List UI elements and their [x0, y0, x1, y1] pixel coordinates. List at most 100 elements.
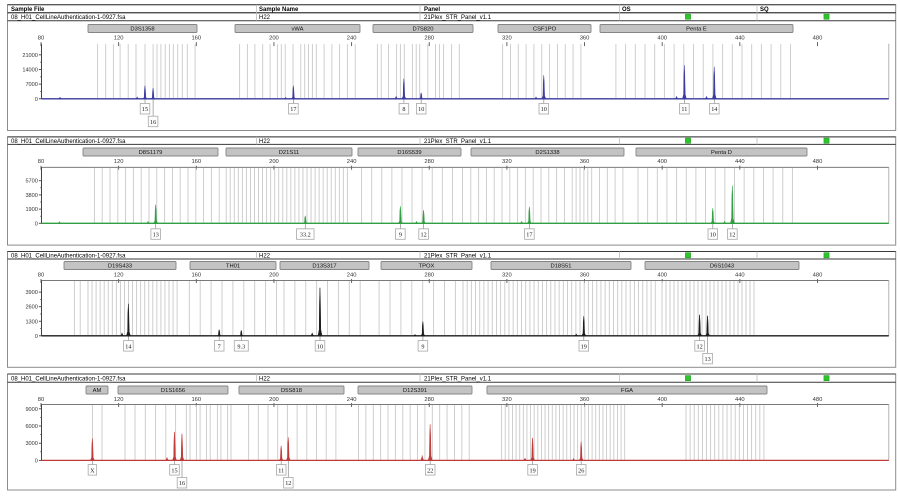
svg-text:Penta D: Penta D	[711, 150, 732, 156]
svg-text:21Plex_STR_Panel_v1.1: 21Plex_STR_Panel_v1.1	[424, 15, 492, 21]
svg-text:3900: 3900	[25, 290, 37, 296]
svg-text:3000: 3000	[25, 441, 37, 447]
svg-text:120: 120	[114, 159, 124, 165]
svg-text:400: 400	[657, 397, 667, 403]
svg-text:21000: 21000	[22, 53, 38, 59]
svg-text:120: 120	[114, 35, 124, 41]
svg-text:120: 120	[114, 273, 124, 279]
svg-text:240: 240	[347, 35, 357, 41]
svg-text:360: 360	[580, 273, 590, 279]
svg-text:240: 240	[347, 397, 357, 403]
svg-text:440: 440	[735, 35, 745, 41]
svg-text:10: 10	[317, 343, 323, 350]
svg-text:480: 480	[813, 397, 823, 403]
svg-text:9.3: 9.3	[237, 343, 245, 350]
svg-text:1300: 1300	[25, 319, 37, 325]
svg-text:15: 15	[171, 467, 177, 474]
svg-text:360: 360	[580, 159, 590, 165]
svg-text:360: 360	[580, 35, 590, 41]
svg-text:480: 480	[813, 273, 823, 279]
svg-text:0: 0	[35, 334, 38, 340]
svg-text:D21S11: D21S11	[279, 150, 300, 156]
svg-text:19: 19	[530, 467, 536, 474]
svg-text:280: 280	[424, 35, 434, 41]
svg-text:D16S539: D16S539	[397, 150, 421, 156]
svg-text:11: 11	[278, 467, 284, 474]
svg-text:7000: 7000	[25, 82, 37, 88]
svg-text:H22: H22	[259, 15, 271, 21]
svg-text:320: 320	[502, 397, 512, 403]
svg-text:2600: 2600	[25, 305, 37, 311]
svg-text:TPOX: TPOX	[419, 264, 435, 270]
svg-text:160: 160	[191, 273, 201, 279]
svg-text:H22: H22	[259, 253, 271, 259]
svg-text:0: 0	[35, 458, 38, 464]
svg-text:160: 160	[191, 159, 201, 165]
svg-text:17: 17	[290, 106, 296, 113]
svg-text:280: 280	[424, 273, 434, 279]
svg-text:16: 16	[179, 480, 185, 487]
svg-text:1900: 1900	[25, 207, 37, 213]
svg-text:D7S820: D7S820	[413, 27, 434, 33]
svg-text:10: 10	[418, 106, 424, 113]
svg-text:13: 13	[705, 356, 711, 363]
svg-text:X: X	[90, 467, 95, 474]
svg-text:8: 8	[402, 106, 405, 113]
svg-text:160: 160	[191, 35, 201, 41]
svg-text:12: 12	[729, 232, 735, 239]
svg-text:0: 0	[35, 97, 38, 103]
svg-text:440: 440	[735, 273, 745, 279]
svg-text:OS: OS	[622, 7, 631, 13]
svg-text:11: 11	[681, 106, 687, 113]
svg-text:D5S818: D5S818	[281, 388, 302, 394]
svg-text:CSF1PO: CSF1PO	[533, 27, 557, 33]
svg-text:10: 10	[541, 106, 547, 113]
svg-text:33.2: 33.2	[300, 232, 311, 239]
svg-text:16: 16	[150, 119, 156, 126]
svg-text:08_H01_CellLineAuthentication-: 08_H01_CellLineAuthentication-1-0927.fsa	[11, 139, 126, 145]
svg-text:320: 320	[502, 35, 512, 41]
svg-text:19: 19	[581, 343, 587, 350]
svg-text:H22: H22	[259, 139, 271, 145]
svg-text:320: 320	[502, 273, 512, 279]
svg-text:160: 160	[191, 397, 201, 403]
svg-text:5700: 5700	[25, 179, 37, 185]
svg-text:9000: 9000	[25, 407, 37, 413]
svg-text:08_H01_CellLineAuthentication-: 08_H01_CellLineAuthentication-1-0927.fsa	[11, 376, 126, 382]
svg-text:10: 10	[710, 232, 716, 239]
svg-text:26: 26	[578, 467, 584, 474]
svg-text:480: 480	[813, 35, 823, 41]
svg-text:0: 0	[35, 221, 38, 227]
svg-text:17: 17	[526, 232, 532, 239]
svg-text:TH01: TH01	[226, 264, 240, 270]
svg-text:D6S1043: D6S1043	[710, 264, 734, 270]
svg-text:14: 14	[711, 106, 717, 113]
svg-text:Penta E: Penta E	[686, 27, 707, 33]
svg-text:21Plex_STR_Panel_v1.1: 21Plex_STR_Panel_v1.1	[424, 376, 492, 382]
svg-text:480: 480	[813, 159, 823, 165]
svg-text:H22: H22	[259, 376, 271, 382]
svg-text:80: 80	[38, 273, 44, 279]
svg-text:80: 80	[38, 397, 44, 403]
svg-text:440: 440	[735, 159, 745, 165]
svg-text:13: 13	[153, 232, 159, 239]
svg-text:400: 400	[657, 35, 667, 41]
svg-text:12: 12	[285, 480, 291, 487]
svg-text:D1S1656: D1S1656	[161, 388, 185, 394]
svg-text:FGA: FGA	[621, 388, 633, 394]
svg-text:D8S1179: D8S1179	[139, 150, 163, 156]
svg-text:Panel: Panel	[424, 7, 440, 13]
svg-text:D2S1338: D2S1338	[535, 150, 559, 156]
svg-text:9: 9	[421, 343, 424, 350]
svg-text:80: 80	[38, 35, 44, 41]
svg-text:21Plex_STR_Panel_v1.1: 21Plex_STR_Panel_v1.1	[424, 253, 492, 259]
svg-text:D19S433: D19S433	[108, 264, 132, 270]
svg-text:D12S391: D12S391	[403, 388, 427, 394]
svg-text:08_H01_CellLineAuthentication-: 08_H01_CellLineAuthentication-1-0927.fsa	[11, 253, 126, 259]
svg-text:Sample Name: Sample Name	[259, 7, 299, 13]
svg-text:12: 12	[697, 343, 703, 350]
svg-text:400: 400	[657, 159, 667, 165]
svg-text:280: 280	[424, 397, 434, 403]
svg-text:200: 200	[269, 159, 279, 165]
svg-text:440: 440	[735, 397, 745, 403]
